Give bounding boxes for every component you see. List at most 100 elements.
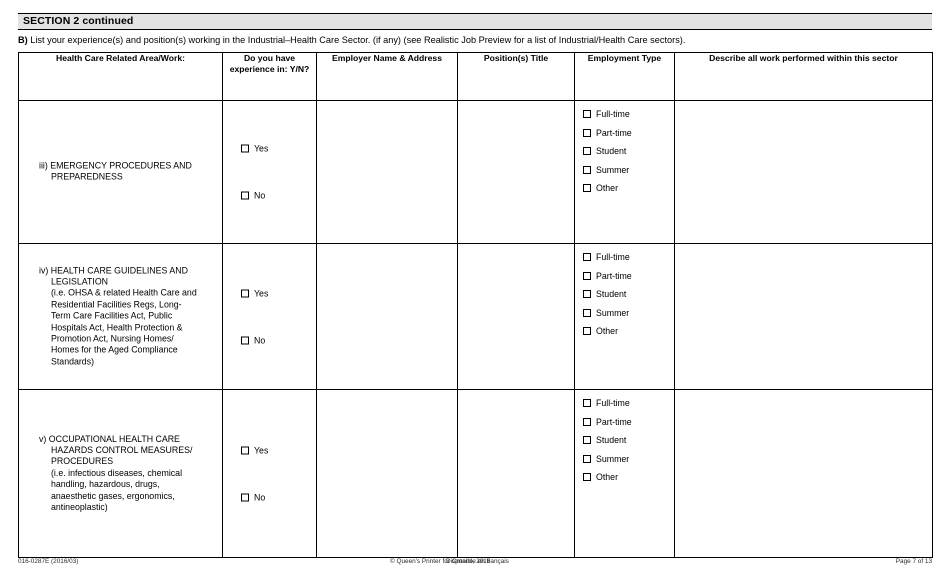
employment-type-summer[interactable]: Summer <box>583 308 674 318</box>
column-header-employer: Employer Name & Address <box>316 52 458 101</box>
employment-type-part-time[interactable]: Part-time <box>583 128 674 138</box>
area-title: iv) HEALTH CARE GUIDELINES AND LEGISLATI… <box>39 265 188 287</box>
experience-yesno-cell-v: Yes No <box>222 389 317 558</box>
instruction-line: B) List your experience(s) and position(… <box>18 34 932 46</box>
describe-input-cell-iv[interactable] <box>674 243 933 390</box>
checkbox-icon[interactable] <box>583 417 591 426</box>
yes-label: Yes <box>254 288 269 298</box>
checkbox-icon[interactable] <box>583 454 591 463</box>
footer-french-note: Disponible en français <box>446 558 509 565</box>
experience-yesno-cell-iii: Yes No <box>222 100 317 244</box>
position-input-cell-v[interactable] <box>457 389 575 558</box>
employment-type-other[interactable]: Other <box>583 183 674 193</box>
page-footer: 016-0287E (2016/03) © Queen's Printer fo… <box>18 558 932 570</box>
employer-input-cell-v[interactable] <box>316 389 458 558</box>
position-input-cell-iii[interactable] <box>457 100 575 244</box>
employment-type-full-time[interactable]: Full-time <box>583 109 674 119</box>
checkbox-icon[interactable] <box>583 290 591 298</box>
area-title: v) OCCUPATIONAL HEALTH CARE HAZARDS CONT… <box>39 433 193 467</box>
no-option-iii[interactable]: No <box>241 191 316 201</box>
employment-type-full-time[interactable]: Full-time <box>583 398 674 408</box>
spacer <box>241 455 316 492</box>
no-label: No <box>254 492 266 502</box>
checkbox-icon[interactable] <box>241 144 249 153</box>
section-header-bar: SECTION 2 continued <box>18 13 932 30</box>
instruction-prefix: B) <box>18 35 28 45</box>
checkbox-icon[interactable] <box>241 336 249 344</box>
employment-type-label: Part-time <box>596 416 632 427</box>
checkbox-icon[interactable] <box>241 446 249 454</box>
employment-type-other[interactable]: Other <box>583 326 674 336</box>
employer-input-cell-iv[interactable] <box>316 243 458 390</box>
area-cell-iv: iv) HEALTH CARE GUIDELINES AND LEGISLATI… <box>18 243 223 390</box>
checkbox-icon[interactable] <box>583 473 591 481</box>
footer-copyright: © Queen's Printer for Ontario, 2016 <box>390 558 491 565</box>
checkbox-icon[interactable] <box>583 399 591 407</box>
spacer <box>241 154 316 191</box>
yes-option-v[interactable]: Yes <box>241 445 316 455</box>
table-row: v) OCCUPATIONAL HEALTH CARE HAZARDS CONT… <box>18 389 933 558</box>
employment-type-summer[interactable]: Summer <box>583 454 674 464</box>
column-header-experience: Do you have experience in: Y/N? <box>222 52 317 101</box>
section-title: SECTION 2 continued <box>23 15 134 28</box>
employment-type-label: Full-time <box>596 398 630 408</box>
employment-type-label: Summer <box>596 164 630 175</box>
no-option-iv[interactable]: No <box>241 335 316 345</box>
area-cell-iii: iii) EMERGENCY PROCEDURES AND PREPAREDNE… <box>18 100 223 244</box>
employment-type-label: Summer <box>596 453 630 464</box>
footer-page-number: Page 7 of 13 <box>895 558 932 565</box>
employment-type-cell-iii: Full-time Part-time Student Summer <box>574 100 675 244</box>
employment-type-label: Student <box>596 435 627 445</box>
employment-type-label: Full-time <box>596 252 630 262</box>
area-title: iii) EMERGENCY PROCEDURES AND PREPAREDNE… <box>39 160 192 182</box>
table-header-row: Health Care Related Area/Work: Do you ha… <box>18 52 933 101</box>
checkbox-icon[interactable] <box>583 253 591 261</box>
spacer <box>241 298 316 335</box>
checkbox-icon[interactable] <box>583 436 591 444</box>
column-header-position: Position(s) Title <box>457 52 575 101</box>
employment-type-label: Full-time <box>596 109 630 119</box>
position-input-cell-iv[interactable] <box>457 243 575 390</box>
yes-label: Yes <box>254 445 269 455</box>
employment-type-student[interactable]: Student <box>583 289 674 299</box>
employment-type-label: Other <box>596 472 619 482</box>
area-note: (i.e. OHSA & related Health Care and Res… <box>51 287 197 367</box>
checkbox-icon[interactable] <box>583 184 591 192</box>
checkbox-icon[interactable] <box>583 147 591 155</box>
employment-type-part-time[interactable]: Part-time <box>583 417 674 427</box>
column-header-area: Health Care Related Area/Work: <box>18 52 223 101</box>
employment-type-other[interactable]: Other <box>583 472 674 482</box>
no-label: No <box>254 190 266 201</box>
employment-type-student[interactable]: Student <box>583 435 674 445</box>
employment-type-label: Student <box>596 289 627 299</box>
employer-input-cell-iii[interactable] <box>316 100 458 244</box>
describe-input-cell-iii[interactable] <box>674 100 933 244</box>
employment-type-part-time[interactable]: Part-time <box>583 271 674 281</box>
checkbox-icon[interactable] <box>583 110 591 118</box>
employment-type-label: Summer <box>596 307 630 318</box>
checkbox-icon[interactable] <box>583 128 591 137</box>
employment-type-full-time[interactable]: Full-time <box>583 252 674 262</box>
no-option-v[interactable]: No <box>241 492 316 502</box>
column-header-describe: Describe all work performed within this … <box>674 52 933 101</box>
describe-input-cell-v[interactable] <box>674 389 933 558</box>
checkbox-icon[interactable] <box>241 191 249 200</box>
area-cell-v: v) OCCUPATIONAL HEALTH CARE HAZARDS CONT… <box>18 389 223 558</box>
employment-type-label: Other <box>596 326 619 336</box>
checkbox-icon[interactable] <box>583 271 591 280</box>
experience-table: Health Care Related Area/Work: Do you ha… <box>18 52 933 558</box>
yes-label: Yes <box>254 143 269 154</box>
employment-type-cell-iv: Full-time Part-time Student Summer <box>574 243 675 390</box>
yes-option-iii[interactable]: Yes <box>241 144 316 154</box>
checkbox-icon[interactable] <box>241 493 249 501</box>
area-note: (i.e. infectious diseases, chemical hand… <box>51 467 183 513</box>
table-row: iv) HEALTH CARE GUIDELINES AND LEGISLATI… <box>18 243 933 390</box>
employment-type-student[interactable]: Student <box>583 146 674 156</box>
employment-type-summer[interactable]: Summer <box>583 165 674 175</box>
checkbox-icon[interactable] <box>583 308 591 317</box>
checkbox-icon[interactable] <box>583 165 591 174</box>
checkbox-icon[interactable] <box>241 289 249 297</box>
yes-option-iv[interactable]: Yes <box>241 288 316 298</box>
checkbox-icon[interactable] <box>583 327 591 335</box>
